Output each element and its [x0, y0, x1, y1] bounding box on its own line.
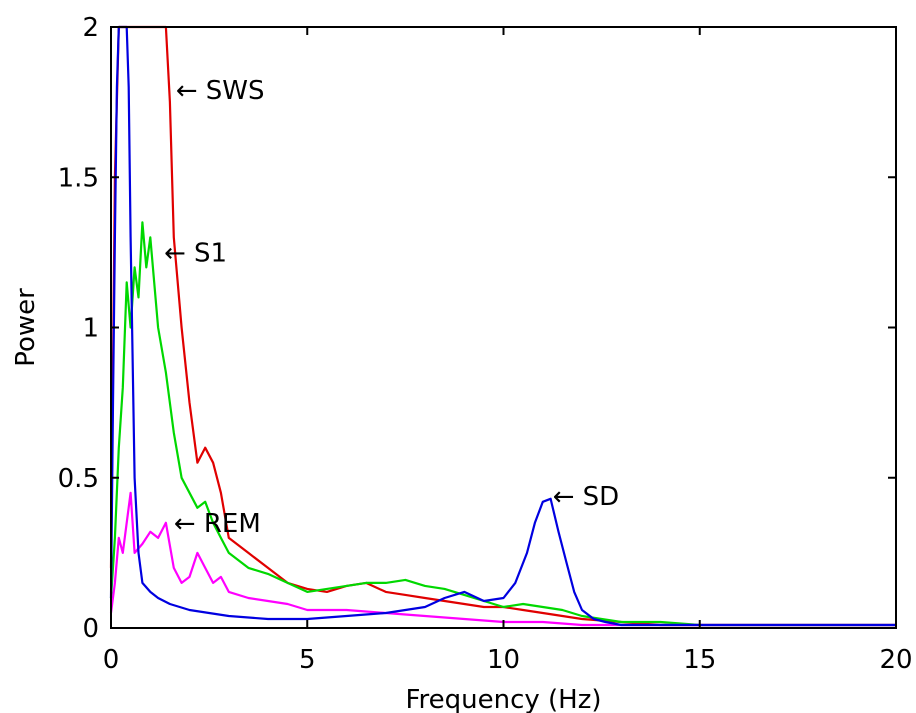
y-tick-label: 1: [82, 314, 99, 344]
tick-layer: 0 5 10 15 20 0 0.5 1 1.5 2: [58, 13, 913, 675]
x-axis-label: Frequency (Hz): [405, 685, 601, 713]
y-axis-label: Power: [11, 288, 41, 367]
annotation-label: ← SWS: [176, 76, 265, 106]
annotation-label: ← S1: [164, 238, 227, 268]
x-tick-label: 20: [879, 645, 912, 675]
x-tick-label: 15: [683, 645, 716, 675]
y-tick-label: 0.5: [58, 464, 99, 494]
x-tick-label: 10: [487, 645, 520, 675]
series-line-s1: [109, 221, 896, 627]
annotation-layer: ← SWS ← S1 ← REM ← SD: [164, 76, 619, 539]
x-tick-label: 0: [103, 645, 120, 675]
y-tick-label: 2: [82, 13, 99, 43]
y-tick-label: 0: [82, 614, 99, 644]
annotation-label: ← SD: [553, 482, 620, 512]
y-tick-label: 1.5: [58, 163, 99, 193]
x-tick-label: 5: [299, 645, 316, 675]
annotation-label: ← REM: [174, 509, 261, 539]
